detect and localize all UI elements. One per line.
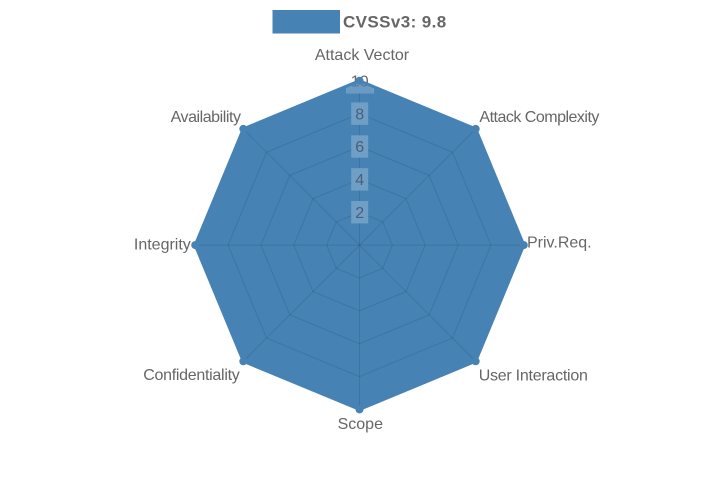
svg-text:6: 6 <box>355 139 364 156</box>
svg-text:User Interaction: User Interaction <box>479 368 588 385</box>
svg-text:Confidentiality: Confidentiality <box>143 367 240 384</box>
svg-text:Attack Complexity: Attack Complexity <box>479 109 599 126</box>
svg-text:CVSSv3: 9.8: CVSSv3: 9.8 <box>343 13 447 32</box>
svg-text:Integrity: Integrity <box>134 236 191 253</box>
svg-text:4: 4 <box>355 172 364 189</box>
svg-text:Priv.Req.: Priv.Req. <box>527 235 592 252</box>
svg-text:Availability: Availability <box>171 109 241 126</box>
svg-text:Scope: Scope <box>338 416 383 433</box>
svg-text:Attack Vector: Attack Vector <box>315 47 410 64</box>
svg-text:8: 8 <box>355 106 364 123</box>
svg-text:2: 2 <box>355 205 364 222</box>
